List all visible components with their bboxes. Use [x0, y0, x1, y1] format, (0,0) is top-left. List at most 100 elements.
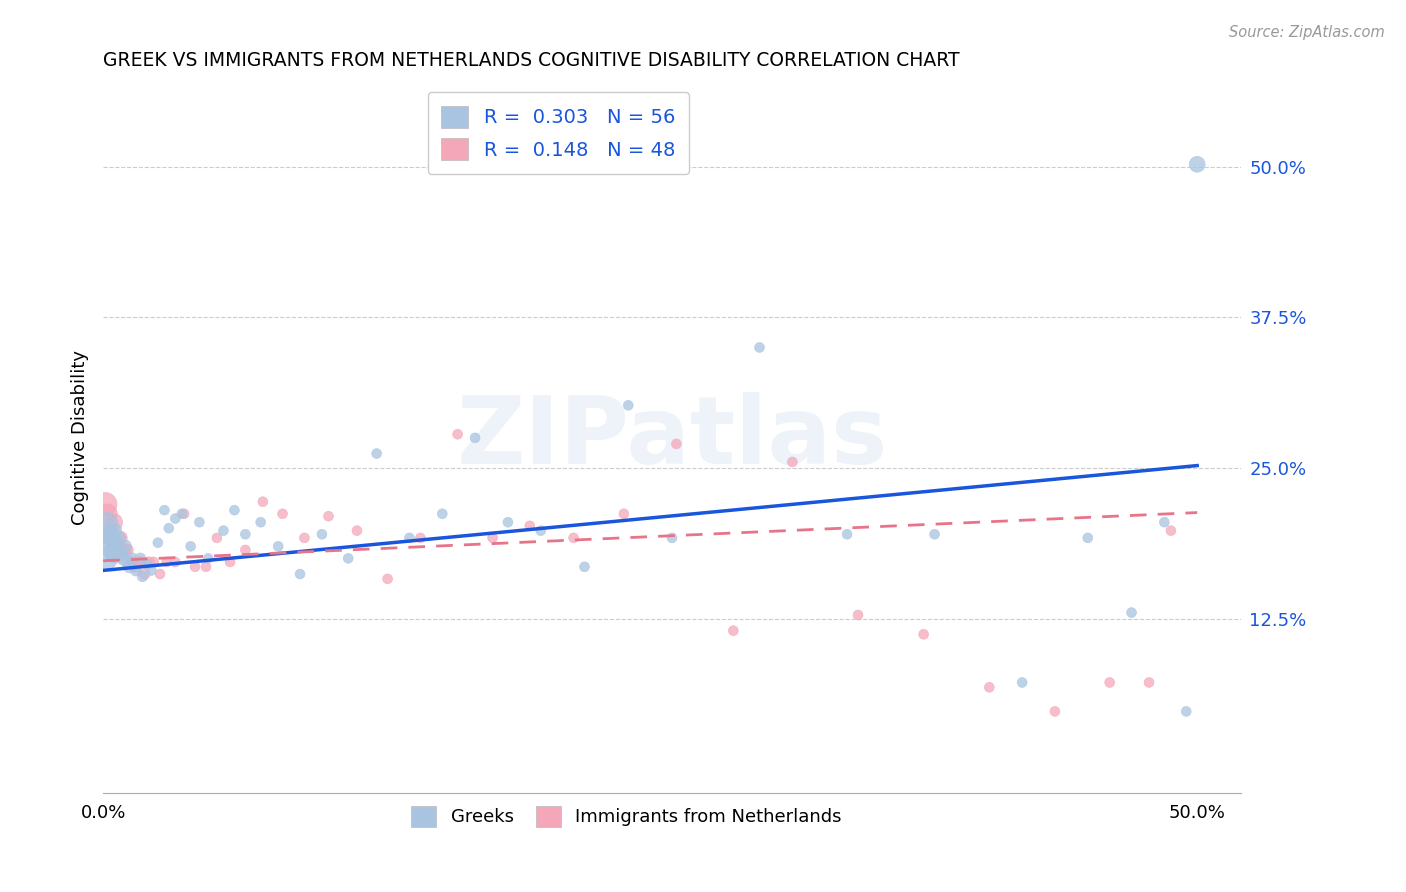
Point: [1175, 705, 1198, 719]
Point: [912, 627, 935, 641]
Point: [115, 543, 138, 558]
Point: [103, 524, 125, 538]
Point: [835, 527, 858, 541]
Point: [101, 531, 124, 545]
Point: [173, 507, 195, 521]
Point: [311, 527, 333, 541]
Point: [613, 507, 636, 521]
Point: [121, 555, 143, 569]
Point: [142, 555, 165, 569]
Point: [1098, 675, 1121, 690]
Point: [121, 551, 143, 566]
Point: [377, 572, 399, 586]
Point: [219, 555, 242, 569]
Point: [131, 569, 153, 583]
Point: [125, 559, 148, 574]
Point: [141, 563, 163, 577]
Point: [366, 446, 388, 460]
Point: [665, 437, 688, 451]
Point: [184, 559, 207, 574]
Point: [562, 531, 585, 545]
Point: [1160, 524, 1182, 538]
Point: [153, 503, 176, 517]
Point: [98, 527, 121, 541]
Point: [481, 531, 503, 545]
Text: ZIPatlas: ZIPatlas: [457, 392, 887, 483]
Legend: Greeks, Immigrants from Netherlands: Greeks, Immigrants from Netherlands: [404, 799, 849, 834]
Point: [96, 527, 118, 541]
Point: [446, 427, 468, 442]
Point: [574, 559, 596, 574]
Point: [155, 555, 177, 569]
Point: [110, 531, 132, 545]
Point: [617, 398, 640, 412]
Point: [110, 545, 132, 559]
Point: [519, 518, 541, 533]
Point: [294, 531, 316, 545]
Text: Source: ZipAtlas.com: Source: ZipAtlas.com: [1229, 25, 1385, 40]
Point: [979, 681, 1001, 695]
Point: [94, 497, 117, 511]
Point: [188, 515, 211, 529]
Point: [1043, 705, 1066, 719]
Point: [180, 539, 202, 553]
Point: [924, 527, 946, 541]
Point: [96, 507, 118, 521]
Point: [129, 551, 152, 566]
Point: [409, 531, 432, 545]
Point: [748, 341, 770, 355]
Point: [235, 527, 257, 541]
Point: [165, 511, 187, 525]
Point: [111, 551, 134, 566]
Point: [101, 531, 124, 545]
Point: [107, 548, 129, 562]
Point: [149, 567, 172, 582]
Point: [432, 507, 454, 521]
Point: [205, 531, 228, 545]
Point: [105, 539, 128, 553]
Point: [464, 431, 486, 445]
Point: [103, 548, 125, 562]
Text: GREEK VS IMMIGRANTS FROM NETHERLANDS COGNITIVE DISABILITY CORRELATION CHART: GREEK VS IMMIGRANTS FROM NETHERLANDS COG…: [103, 51, 960, 70]
Point: [530, 524, 553, 538]
Point: [1121, 606, 1143, 620]
Point: [98, 535, 121, 549]
Point: [212, 524, 235, 538]
Point: [103, 539, 125, 553]
Point: [165, 555, 187, 569]
Point: [105, 535, 128, 549]
Point: [318, 509, 340, 524]
Point: [197, 551, 219, 566]
Point: [194, 559, 217, 574]
Point: [98, 527, 121, 541]
Point: [114, 539, 136, 553]
Point: [107, 531, 129, 545]
Point: [125, 563, 148, 577]
Point: [157, 521, 180, 535]
Point: [134, 567, 156, 582]
Point: [723, 624, 745, 638]
Point: [1185, 157, 1208, 171]
Point: [115, 555, 138, 569]
Point: [96, 515, 118, 529]
Point: [170, 507, 193, 521]
Point: [1153, 515, 1175, 529]
Point: [118, 559, 141, 574]
Point: [252, 494, 274, 508]
Point: [135, 558, 157, 572]
Point: [846, 607, 869, 622]
Point: [138, 555, 160, 569]
Point: [103, 515, 125, 529]
Point: [249, 515, 271, 529]
Point: [271, 507, 294, 521]
Point: [1077, 531, 1099, 545]
Point: [235, 543, 257, 558]
Point: [496, 515, 519, 529]
Point: [129, 555, 152, 569]
Point: [346, 524, 368, 538]
Point: [114, 543, 136, 558]
Point: [398, 531, 420, 545]
Point: [146, 535, 169, 549]
Point: [267, 539, 290, 553]
Y-axis label: Cognitive Disability: Cognitive Disability: [72, 351, 89, 525]
